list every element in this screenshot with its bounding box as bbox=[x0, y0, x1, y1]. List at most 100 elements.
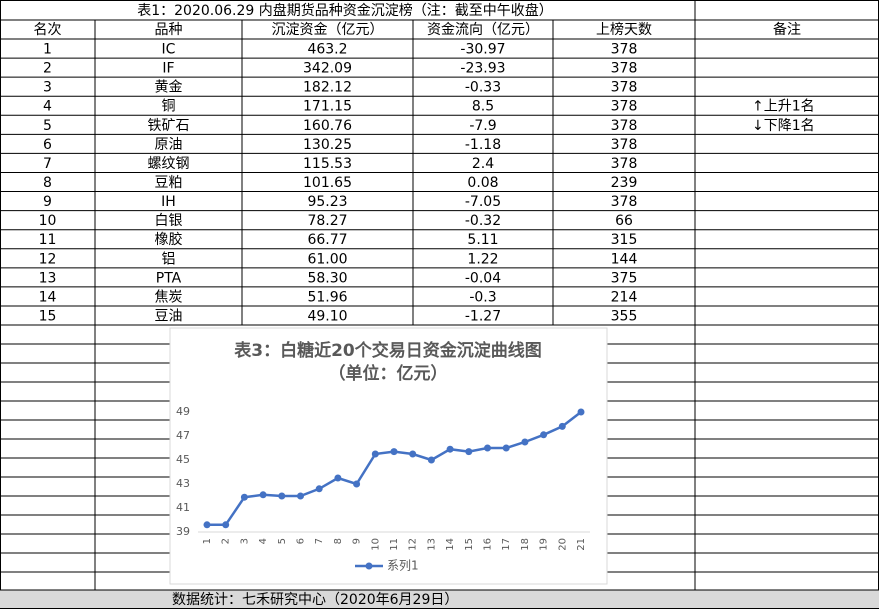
data-point bbox=[334, 474, 342, 482]
y-tick-label: 49 bbox=[176, 405, 190, 418]
cell: 239 bbox=[611, 175, 638, 191]
data-point bbox=[502, 444, 510, 452]
data-point bbox=[390, 448, 398, 456]
cell: 115.53 bbox=[303, 156, 352, 172]
cell: 11 bbox=[39, 232, 57, 248]
column-header: 沉淀资金（亿元） bbox=[272, 22, 384, 38]
x-tick-label: 21 bbox=[576, 538, 587, 551]
column-header: 品种 bbox=[155, 22, 183, 38]
cell: 铜 bbox=[162, 99, 176, 115]
cell: 6 bbox=[43, 137, 52, 153]
x-tick-label: 15 bbox=[464, 538, 475, 551]
cell: 豆粕 bbox=[155, 175, 183, 191]
table-title: 表1：2020.06.29 内盘期货品种资金沉淀榜（注：截至中午收盘） bbox=[137, 2, 553, 19]
cell: 95.23 bbox=[307, 194, 347, 210]
cell: 378 bbox=[611, 80, 638, 96]
cell: 8 bbox=[43, 175, 52, 191]
cell: 378 bbox=[611, 137, 638, 153]
cell: IC bbox=[162, 42, 176, 58]
column-header: 上榜天数 bbox=[596, 21, 652, 38]
cell: 463.2 bbox=[307, 42, 347, 58]
data-point bbox=[558, 422, 566, 430]
cell: -0.32 bbox=[465, 213, 501, 229]
column-header: 备注 bbox=[773, 21, 801, 38]
x-tick-label: 13 bbox=[426, 538, 437, 551]
data-point bbox=[484, 444, 491, 452]
cell: 12 bbox=[39, 251, 57, 267]
x-tick-label: 5 bbox=[277, 538, 288, 544]
cell: 315 bbox=[611, 232, 638, 248]
data-point bbox=[540, 431, 548, 439]
cell: -0.33 bbox=[465, 80, 501, 96]
cell: 豆油 bbox=[155, 309, 183, 325]
cell: 378 bbox=[611, 61, 638, 77]
cell: 51.96 bbox=[307, 289, 347, 305]
cell: 8.5 bbox=[472, 99, 494, 115]
cell: 66.77 bbox=[307, 232, 347, 248]
y-tick-label: 47 bbox=[176, 429, 190, 442]
cell: 144 bbox=[611, 251, 638, 267]
cell: 375 bbox=[611, 270, 638, 286]
cell: 黄金 bbox=[155, 79, 183, 96]
chart-subtitle: （单位：亿元） bbox=[329, 363, 448, 384]
x-tick-label: 7 bbox=[314, 538, 325, 544]
x-tick-label: 6 bbox=[296, 538, 307, 544]
data-point bbox=[297, 492, 304, 500]
footer: 数据统计：七禾研究中心（2020年6月29日） bbox=[172, 592, 458, 608]
cell: IF bbox=[162, 61, 174, 77]
cell: 130.25 bbox=[303, 137, 352, 153]
x-tick-label: 1 bbox=[202, 538, 213, 544]
cell: -7.05 bbox=[465, 194, 501, 210]
x-tick-label: 9 bbox=[352, 538, 363, 544]
cell: 378 bbox=[611, 42, 638, 58]
data-point bbox=[240, 493, 248, 501]
data-point bbox=[203, 521, 211, 529]
cell: 49.10 bbox=[307, 309, 347, 325]
data-point bbox=[353, 480, 361, 488]
cell: 5.11 bbox=[467, 232, 498, 248]
cell: -23.93 bbox=[460, 61, 505, 77]
x-tick-label: 17 bbox=[501, 538, 512, 551]
cell: 378 bbox=[611, 194, 638, 210]
footer-bg bbox=[0, 590, 879, 609]
x-tick-label: 3 bbox=[239, 538, 250, 544]
data-point bbox=[409, 450, 417, 458]
cell: 378 bbox=[611, 118, 638, 134]
chart-area bbox=[169, 327, 608, 585]
data-point bbox=[371, 450, 379, 458]
data-point bbox=[577, 408, 585, 416]
cell: -7.9 bbox=[469, 118, 496, 134]
y-tick-label: 43 bbox=[176, 477, 190, 490]
cell: 铁矿石 bbox=[148, 118, 190, 134]
cell: 2.4 bbox=[472, 156, 494, 172]
y-tick-label: 45 bbox=[176, 453, 190, 466]
legend-label: 系列1 bbox=[387, 559, 419, 573]
cell: 2 bbox=[43, 61, 52, 77]
cell: 10 bbox=[39, 213, 57, 229]
x-tick-label: 18 bbox=[520, 538, 531, 551]
x-tick-label: 14 bbox=[445, 538, 456, 551]
cell: 1.22 bbox=[467, 251, 498, 267]
x-tick-label: 2 bbox=[221, 538, 232, 544]
cell: 61.00 bbox=[307, 251, 347, 267]
cell: 342.09 bbox=[303, 61, 352, 77]
cell: 5 bbox=[43, 118, 52, 134]
cell: 171.15 bbox=[303, 99, 352, 115]
legend-marker bbox=[365, 562, 373, 570]
x-tick-label: 12 bbox=[408, 538, 419, 551]
cell: 214 bbox=[611, 289, 638, 305]
cell: 原油 bbox=[155, 137, 183, 153]
chart-title: 表3：白糖近20个交易日资金沉淀曲线图 bbox=[234, 340, 542, 361]
cell: 378 bbox=[611, 99, 638, 115]
cell: 铝 bbox=[162, 251, 176, 267]
cell: 14 bbox=[39, 289, 57, 305]
cell: -0.04 bbox=[465, 270, 501, 286]
cell: -1.27 bbox=[465, 309, 501, 325]
cell: 78.27 bbox=[307, 213, 347, 229]
cell: -1.18 bbox=[465, 137, 501, 153]
cell: 9 bbox=[43, 194, 52, 210]
cell: 4 bbox=[43, 99, 52, 115]
cell: -30.97 bbox=[460, 42, 505, 58]
cell: 螺纹钢 bbox=[148, 156, 190, 172]
